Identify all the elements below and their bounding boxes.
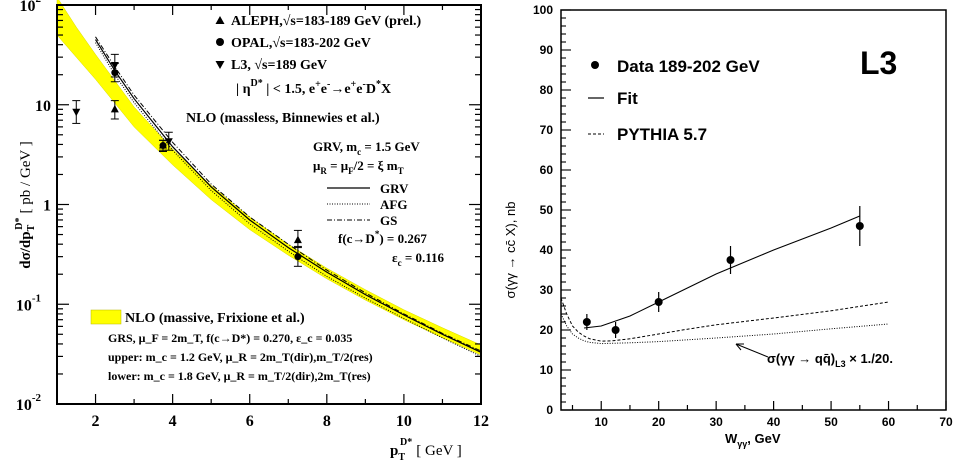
left-axis-ticks: 2 4 6 8 10 12 102 10 1 10-1 10-2 bbox=[16, 0, 489, 430]
y-tick-label: 90 bbox=[540, 43, 554, 57]
right-y-axis-label: σ(γγ → cc̄ X), nb bbox=[503, 202, 518, 299]
right-chart: 10 20 30 40 50 60 70 0 10 20 30 40 50 60 70 80 90 100 σ(γ… bbox=[503, 3, 953, 449]
x-tick-label: 6 bbox=[246, 413, 254, 430]
data-point-opal bbox=[294, 253, 302, 261]
left-chart: 2 4 6 8 10 12 102 10 1 10-1 10-2 dσ/dpTD*[ pb / Ge… bbox=[14, 0, 489, 463]
y-tick-label: 40 bbox=[540, 243, 554, 257]
curve-afg bbox=[95, 42, 482, 357]
curve-pythia bbox=[560, 297, 889, 342]
legend-label-fit: Fit bbox=[617, 89, 638, 108]
nlo-massless-curves bbox=[94, 36, 482, 357]
x-tick-label: 70 bbox=[939, 415, 953, 429]
legend-label-l3: L3, √s=189 GeV bbox=[231, 58, 327, 73]
x-tick-label: 10 bbox=[396, 413, 412, 430]
curve-gs bbox=[95, 36, 482, 352]
nlo-massive-band-area bbox=[56, 0, 482, 356]
kinematic-cut-label: | ηD* | < 1.5, e+e-→e+e-D*X bbox=[236, 78, 391, 97]
data-point-l3 bbox=[164, 138, 173, 146]
nlo-massive-title: NLO (massive, Frixione et al.) bbox=[125, 311, 305, 326]
x-tick-label: 50 bbox=[824, 415, 838, 429]
massive-band-swatch bbox=[90, 309, 122, 325]
left-points-legend: ALEPH,√s=183-189 GeV (prel.) OPAL,√s=183… bbox=[215, 14, 421, 73]
x-tick-label: 12 bbox=[473, 413, 489, 430]
annotation-arrow bbox=[735, 343, 769, 358]
fragmentation-label: f(c→D*) = 0.267 bbox=[338, 229, 427, 246]
curve-fit bbox=[583, 215, 861, 329]
x-tick-label: 10 bbox=[595, 415, 609, 429]
right-data-points bbox=[582, 206, 864, 338]
legend-label-data: Data 189-202 GeV bbox=[617, 57, 760, 76]
data-point bbox=[582, 318, 591, 326]
legend-label-afg: AFG bbox=[380, 197, 407, 212]
y-tick-label: 30 bbox=[540, 283, 554, 297]
legend-label-grv: GRV bbox=[380, 181, 409, 196]
y-tick-label: 60 bbox=[540, 163, 554, 177]
y-tick-label: 20 bbox=[540, 323, 554, 337]
legend-marker-triangle-up bbox=[215, 16, 225, 24]
legend-marker-data bbox=[591, 61, 599, 69]
data-point bbox=[855, 222, 864, 230]
data-point-aleph bbox=[293, 235, 302, 244]
y-tick-label: 100 bbox=[533, 3, 553, 17]
qq-annotation: σ(γγ → qq̄)L3 × 1./20. bbox=[767, 351, 893, 369]
legend-label-aleph: ALEPH,√s=183-189 GeV (prel.) bbox=[231, 14, 421, 29]
left-x-axis-label: pTD*[ GeV ] bbox=[390, 437, 462, 463]
data-point-aleph bbox=[110, 104, 119, 113]
right-axis-ticks: 10 20 30 40 50 60 70 0 10 20 30 40 50 60 70 80 90 100 bbox=[533, 3, 953, 429]
data-point bbox=[611, 326, 620, 334]
massive-line-3: lower: m_c = 1.8 GeV, μ_R = m_T/2(dir),2… bbox=[108, 369, 371, 383]
x-tick-label: 2 bbox=[92, 413, 100, 430]
y-tick-label: 10 bbox=[35, 98, 51, 115]
massless-scale: μR = μF/2 = ξ mT bbox=[313, 158, 404, 176]
data-point-l3 bbox=[110, 62, 119, 70]
y-tick-label: 102 bbox=[20, 0, 42, 15]
data-point-opal bbox=[159, 142, 167, 150]
nlo-massive-band bbox=[56, 0, 482, 356]
data-point-l3 bbox=[72, 108, 81, 117]
line-legend: GRV AFG GS bbox=[327, 181, 409, 228]
y-tick-label: 0 bbox=[546, 403, 553, 417]
x-tick-label: 40 bbox=[767, 415, 781, 429]
experiment-label: L3 bbox=[860, 45, 897, 81]
massive-line-2: upper: m_c = 1.2 GeV, μ_R = 2m_T(dir),m_… bbox=[108, 350, 373, 364]
x-tick-label: 4 bbox=[169, 413, 177, 430]
x-tick-label: 20 bbox=[652, 415, 666, 429]
legend-marker-triangle-down bbox=[215, 61, 225, 69]
x-tick-label: 8 bbox=[323, 413, 331, 430]
left-y-axis-label: dσ/dpTD*[ pb / GeV ] bbox=[14, 141, 37, 268]
y-tick-label: 10 bbox=[540, 363, 554, 377]
x-tick-label: 30 bbox=[709, 415, 723, 429]
curve-grv bbox=[94, 39, 482, 353]
massive-line-1: GRS, μ_F = 2m_T, f(c→D*) = 0.270, ε_c = … bbox=[108, 331, 352, 345]
data-points bbox=[72, 53, 302, 267]
right-x-axis-label: Wγγ, GeV bbox=[725, 431, 781, 449]
massless-params: GRV, mc = 1.5 GeV bbox=[313, 139, 420, 157]
right-legend: Data 189-202 GeV Fit PYTHIA 5.7 bbox=[588, 57, 760, 144]
y-tick-label: 50 bbox=[540, 203, 554, 217]
nlo-massless-title: NLO (massless, Binnewies et al.) bbox=[186, 111, 380, 126]
legend-label-pythia: PYTHIA 5.7 bbox=[617, 125, 707, 144]
data-point bbox=[654, 298, 663, 306]
y-tick-label: 80 bbox=[540, 83, 554, 97]
legend-label-opal: OPAL,√s=183-202 GeV bbox=[231, 36, 371, 51]
curve-qq-total bbox=[560, 313, 889, 345]
y-tick-label: 1 bbox=[43, 198, 51, 215]
y-tick-label: 10-2 bbox=[16, 392, 42, 414]
y-tick-label: 10-1 bbox=[16, 292, 41, 314]
x-tick-label: 60 bbox=[882, 415, 896, 429]
data-point bbox=[726, 256, 735, 264]
epsilon-label: εc = 0.116 bbox=[392, 250, 445, 268]
legend-marker-circle bbox=[216, 38, 224, 46]
legend-label-gs: GS bbox=[380, 213, 397, 228]
right-curves bbox=[560, 215, 889, 345]
y-tick-label: 70 bbox=[540, 123, 554, 137]
